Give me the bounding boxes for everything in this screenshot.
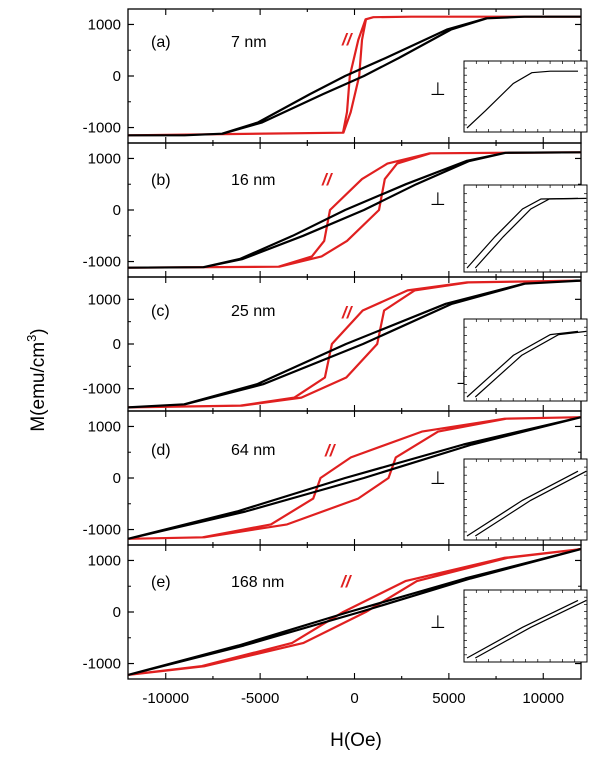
perpendicular-symbol: ⊥ (430, 468, 446, 488)
x-tick-label: -5000 (241, 690, 279, 707)
perpendicular-loop (127, 416, 582, 540)
y-tick-label: 0 (113, 68, 121, 85)
parallel-symbol: // (340, 572, 353, 591)
x-tick-label: -10000 (142, 690, 189, 707)
thickness-label: 25 nm (231, 303, 275, 320)
parallel-loop (127, 548, 582, 676)
y-axis-label-text: M(emu/cm3) (24, 328, 49, 431)
panel-label: (b) (151, 172, 171, 189)
x-tick-label: 0 (350, 690, 358, 707)
y-axis-label: M(emu/cm3) (24, 328, 49, 431)
inset-curve (474, 330, 587, 398)
y-tick-label: -1000 (83, 120, 121, 137)
inset-curve (474, 470, 587, 537)
parallel-symbol: // (341, 303, 354, 322)
perpendicular-symbol: ⊥ (430, 189, 446, 209)
perpendicular-loop (127, 548, 582, 676)
perpendicular-loop (127, 151, 582, 269)
perpendicular-loop (127, 279, 582, 409)
parallel-loop (127, 15, 581, 137)
y-tick-label: -1000 (83, 254, 121, 271)
y-tick-label: 0 (113, 470, 121, 487)
inset-frame (463, 318, 588, 402)
thickness-label: 16 nm (231, 172, 275, 189)
x-tick-label: 5000 (432, 690, 465, 707)
y-tick-label: 0 (113, 604, 121, 621)
panel-b: -1000 0 1000 (b) 16 nm // ⊥ (83, 142, 588, 278)
perpendicular-symbol: ⊥ (430, 612, 446, 632)
x-axis-label: H(Oe) (330, 730, 382, 751)
inset-curve (466, 330, 579, 398)
y-tick-label: -1000 (83, 656, 121, 673)
panel-label: (d) (151, 442, 171, 459)
parallel-symbol: // (324, 441, 337, 460)
y-tick-label: 1000 (88, 418, 121, 435)
y-tick-label: 1000 (88, 16, 121, 33)
panel-label: (c) (151, 303, 170, 320)
y-tick-label: -1000 (83, 381, 121, 398)
panel-d: -1000 0 1000 (d) 64 nm // ⊥ (83, 410, 588, 546)
parallel-loop (127, 151, 582, 269)
inset-frame (463, 458, 588, 541)
x-tick-label: 10000 (522, 690, 564, 707)
perpendicular-symbol: ⊥ (430, 79, 446, 99)
inset-curve (474, 197, 587, 269)
perpendicular-loop (128, 15, 581, 137)
parallel-symbol: // (321, 170, 334, 189)
panel-label: (e) (151, 574, 171, 591)
y-tick-label: 1000 (88, 291, 121, 308)
y-tick-label: 0 (113, 202, 121, 219)
y-tick-label: -1000 (83, 522, 121, 539)
inset-curve (475, 599, 587, 659)
parallel-symbol: // (341, 30, 354, 49)
thickness-label: 168 nm (231, 574, 284, 591)
y-tick-label: 0 (113, 336, 121, 353)
inset-curve (466, 70, 578, 129)
inset-curve (466, 470, 579, 537)
parallel-loop (127, 416, 582, 540)
y-tick-label: 1000 (88, 150, 121, 167)
panel-a: -1000 0 1000 (a) 7 nm // ⊥ (83, 8, 588, 144)
thickness-label: 64 nm (231, 442, 275, 459)
parallel-loop (127, 279, 582, 409)
y-tick-label: 1000 (88, 552, 121, 569)
inset-curve (466, 599, 579, 659)
thickness-label: 7 nm (231, 34, 267, 51)
panel-label: (a) (151, 34, 171, 51)
